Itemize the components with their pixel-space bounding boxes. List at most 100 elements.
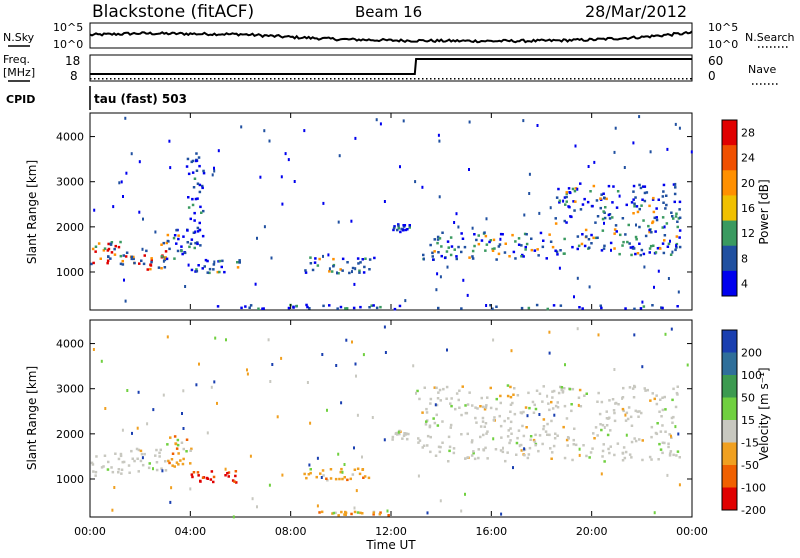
power-heatmap-cells [90,115,693,311]
heatmap-cell [509,410,512,413]
heatmap-cell [90,461,94,465]
heatmap-cell [484,406,488,409]
heatmap-cell [177,234,180,237]
heatmap-cell [358,271,361,274]
heatmap-cell [397,227,400,230]
heatmap-cell [576,235,580,238]
heatmap-cell [546,433,549,436]
heatmap-cell [588,285,591,289]
heatmap-cell [270,256,273,260]
heatmap-cell [533,440,537,443]
heatmap-cell [121,263,125,266]
heatmap-cell [184,285,187,288]
heatmap-cell [600,249,604,252]
heatmap-cell [652,244,655,247]
heatmap-cell [509,385,512,389]
heatmap-cell [601,455,604,458]
nsearch-tick-top: 10^5 [708,21,738,34]
heatmap-cell [607,184,611,188]
heatmap-cell [119,452,123,456]
heatmap-cell [546,307,549,311]
heatmap-cell [614,402,617,405]
heatmap-cell [398,432,401,436]
heatmap-cell [448,449,451,453]
heatmap-cell [340,510,343,514]
heatmap-cell [639,186,643,190]
colorbar-frame [721,329,738,511]
heatmap-cell [195,152,198,155]
heatmap-cell [572,438,575,442]
heatmap-cell [126,389,129,392]
heatmap-cell [675,391,679,395]
x-tick-label: 16:00 [475,525,507,538]
heatmap-cell [627,406,631,409]
heatmap-cell [471,255,474,258]
heatmap-cell [657,458,660,461]
heatmap-cell [175,242,178,245]
heatmap-cell [439,399,442,402]
heatmap-cell [472,450,475,453]
heatmap-cell [384,351,387,354]
heatmap-cell [605,410,608,413]
heatmap-cell [436,235,440,239]
heatmap-cell [198,228,202,232]
heatmap-cell [534,407,538,411]
heatmap-cell [640,411,643,415]
heatmap-cell [630,201,634,204]
date-title: 28/Mar/2012 [585,2,687,21]
heatmap-cell [674,425,677,429]
heatmap-cell [356,413,359,417]
heatmap-cell [346,261,349,264]
heatmap-cell [192,186,196,189]
heatmap-cell [612,409,616,412]
heatmap-cell [337,452,340,456]
heatmap-cell [432,258,435,261]
colorbar-tick-label: 15 [741,414,755,427]
heatmap-cell [103,454,107,457]
heatmap-cell [646,388,649,392]
heatmap-cell [189,217,192,221]
heatmap-cell [434,454,438,457]
heatmap-cell [536,248,539,251]
heatmap-cell [675,244,678,248]
heatmap-cell [426,511,429,515]
heatmap-cell [344,307,347,310]
heatmap-cell [672,415,675,419]
heatmap-cell [567,205,570,208]
heatmap-cell [180,441,184,444]
heatmap-cell [515,453,518,456]
heatmap-cell [141,247,144,251]
x-tick-label: 00:00 [676,525,708,538]
heatmap-cell [349,477,352,481]
heatmap-cell [173,435,177,438]
heatmap-cell [313,261,317,264]
heatmap-cell [216,401,218,405]
heatmap-cell [551,245,555,249]
heatmap-cell [476,407,479,410]
heatmap-cell [480,239,484,242]
heatmap-cell [530,237,533,240]
heatmap-cell [665,194,668,197]
heatmap-cell [483,425,486,428]
heatmap-cell [452,447,456,450]
heatmap-cell [593,437,596,440]
heatmap-cell [638,438,641,441]
heatmap-cell [455,212,458,216]
heatmap-cell [198,190,202,194]
heatmap-cell [563,196,567,199]
heatmap-cell [500,436,503,439]
heatmap-cell [491,307,494,310]
colorbar-segment [722,397,737,421]
heatmap-cell [150,260,153,264]
heatmap-cell [103,247,107,250]
heatmap-cell [534,443,537,447]
heatmap-cell [659,448,663,451]
heatmap-cell [341,477,344,481]
heatmap-cell [433,250,436,253]
heatmap-cell [198,183,202,187]
heatmap-cell [158,451,161,455]
heatmap-cell [446,348,448,352]
heatmap-cell [107,247,111,251]
heatmap-cell [663,225,666,229]
heatmap-cell [353,506,356,510]
